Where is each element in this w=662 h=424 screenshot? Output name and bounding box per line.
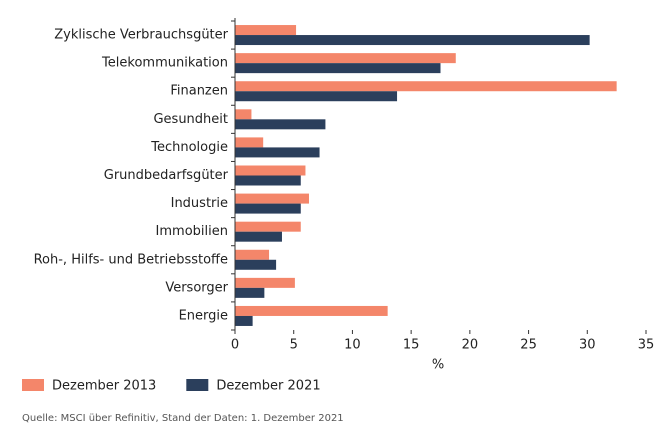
bar xyxy=(235,63,441,74)
bar xyxy=(235,35,590,46)
bar xyxy=(235,221,301,232)
x-axis-label: % xyxy=(432,358,444,373)
y-tick-label: Grundbedarfsgüter xyxy=(104,168,229,183)
x-tick-label: 5 xyxy=(290,338,298,353)
y-tick-label: Technologie xyxy=(150,140,228,155)
bar xyxy=(235,53,456,64)
bar xyxy=(235,277,295,288)
bar xyxy=(235,249,270,260)
x-tick-label: 25 xyxy=(520,338,537,353)
bar xyxy=(235,193,309,204)
y-tick-label: Roh-, Hilfs- und Betriebsstoffe xyxy=(34,252,228,267)
bar xyxy=(235,81,617,92)
y-tick-label: Finanzen xyxy=(170,84,228,99)
bar xyxy=(235,137,264,148)
y-tick-label: Immobilien xyxy=(156,224,228,239)
y-tick-label: Versorger xyxy=(165,280,228,295)
y-tick-label: Industrie xyxy=(171,196,228,211)
bar xyxy=(235,175,301,186)
bar xyxy=(235,203,301,214)
y-tick-label: Gesundheit xyxy=(153,112,228,127)
y-tick-label: Zyklische Verbrauchsgüter xyxy=(54,28,228,43)
bar xyxy=(235,165,306,176)
bar xyxy=(235,259,277,270)
x-tick-label: 10 xyxy=(344,338,361,353)
legend-swatch xyxy=(186,379,209,391)
bar xyxy=(235,287,265,298)
bar xyxy=(235,91,398,102)
x-tick-label: 0 xyxy=(231,338,239,353)
bar xyxy=(235,109,252,120)
bar xyxy=(235,147,320,158)
x-tick-label: 35 xyxy=(638,338,655,353)
y-tick-label: Telekommunikation xyxy=(101,56,228,71)
bar xyxy=(235,231,282,242)
bar xyxy=(235,25,297,36)
source: Quelle: MSCI über Refinitiv, Stand der D… xyxy=(22,413,344,424)
bar xyxy=(235,305,388,316)
x-tick-label: 20 xyxy=(462,338,479,353)
bar xyxy=(235,315,253,326)
legend-label: Dezember 2013 xyxy=(52,379,156,394)
x-tick-label: 15 xyxy=(403,338,420,353)
bar xyxy=(235,119,326,130)
y-tick-label: Energie xyxy=(179,308,228,323)
x-tick-label: 30 xyxy=(579,338,596,353)
legend-label: Dezember 2021 xyxy=(216,379,320,394)
legend-swatch xyxy=(22,379,44,391)
